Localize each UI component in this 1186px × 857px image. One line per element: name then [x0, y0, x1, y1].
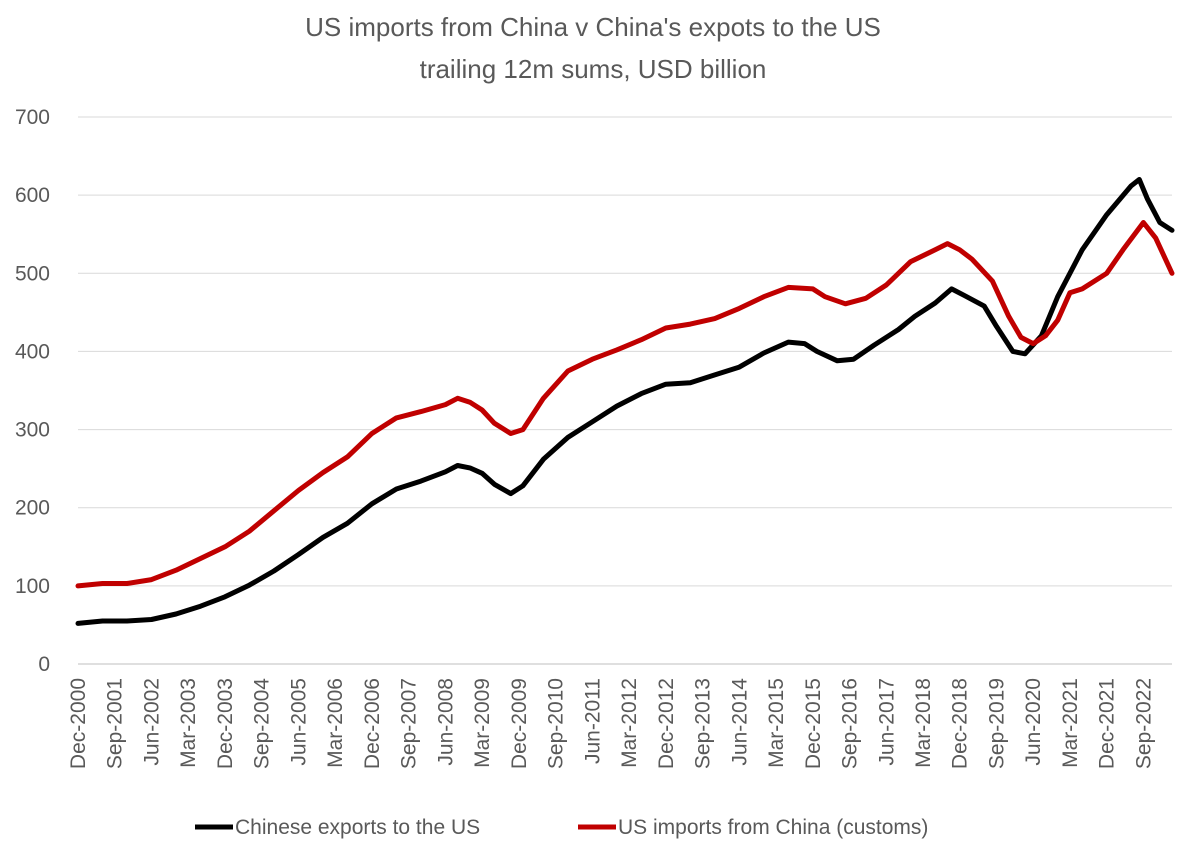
- series-lines: [75, 177, 1175, 626]
- x-tick-label: Sep-2004: [251, 678, 274, 769]
- x-tick-label: Mar-2012: [618, 678, 641, 768]
- legend-label-1: US imports from China (customs): [618, 816, 928, 839]
- x-tick-label: Dec-2021: [1096, 678, 1119, 769]
- x-tick-label: Sep-2013: [692, 678, 715, 769]
- x-tick-label: Sep-2019: [985, 678, 1008, 769]
- legend-label-0: Chinese exports to the US: [235, 816, 480, 839]
- x-tick-label: Dec-2003: [214, 678, 237, 769]
- x-tick-label: Sep-2010: [545, 678, 568, 769]
- x-tick-label: Dec-2015: [802, 678, 825, 769]
- x-tick-label: Dec-2000: [67, 678, 90, 769]
- legend: Chinese exports to the US US imports from…: [195, 816, 928, 839]
- y-tick-label: 500: [15, 262, 50, 285]
- series-line-0: [75, 177, 1175, 626]
- gridlines: [78, 116, 1172, 665]
- x-tick-label: Jun-2002: [140, 678, 163, 766]
- x-tick-label: Dec-2009: [508, 678, 531, 769]
- x-tick-label: Dec-2012: [655, 678, 678, 769]
- x-tick-label: Mar-2021: [1059, 678, 1082, 768]
- series-line-1: [75, 220, 1175, 589]
- y-tick-label: 300: [15, 419, 50, 442]
- x-tick-label: Jun-2014: [728, 678, 751, 766]
- y-tick-label: 100: [15, 575, 50, 598]
- chart-title: US imports from China v China's expots t…: [305, 12, 881, 42]
- x-tick-label: Mar-2015: [765, 678, 788, 768]
- chart-subtitle: trailing 12m sums, USD billion: [420, 54, 767, 84]
- x-tick-label: Mar-2006: [324, 678, 347, 768]
- x-tick-label: Mar-2009: [471, 678, 494, 768]
- y-tick-label: 600: [15, 184, 50, 207]
- x-tick-label: Jun-2020: [1022, 678, 1045, 766]
- x-tick-label: Jun-2005: [287, 678, 310, 766]
- y-axis-tick-labels: 0 100 200 300 400 500 600 700: [15, 106, 50, 676]
- x-tick-label: Mar-2003: [177, 678, 200, 768]
- x-tick-label: Jun-2017: [875, 678, 898, 766]
- x-axis-tick-labels: Dec-2000 Sep-2001 Jun-2002 Mar-2003 Dec-2003…: [67, 678, 1155, 769]
- x-tick-label: Dec-2018: [949, 678, 972, 769]
- x-tick-label: Jun-2011: [581, 678, 604, 764]
- y-tick-label: 700: [15, 106, 50, 129]
- x-tick-label: Sep-2001: [104, 678, 127, 769]
- x-tick-label: Sep-2007: [398, 678, 421, 769]
- y-tick-label: 400: [15, 340, 50, 363]
- x-tick-label: Sep-2016: [839, 678, 862, 769]
- y-tick-label: 0: [38, 653, 50, 676]
- x-tick-label: Jun-2008: [434, 678, 457, 766]
- x-tick-label: Mar-2018: [912, 678, 935, 768]
- x-tick-label: Sep-2022: [1132, 678, 1155, 769]
- y-tick-label: 200: [15, 497, 50, 520]
- x-tick-label: Dec-2006: [361, 678, 384, 769]
